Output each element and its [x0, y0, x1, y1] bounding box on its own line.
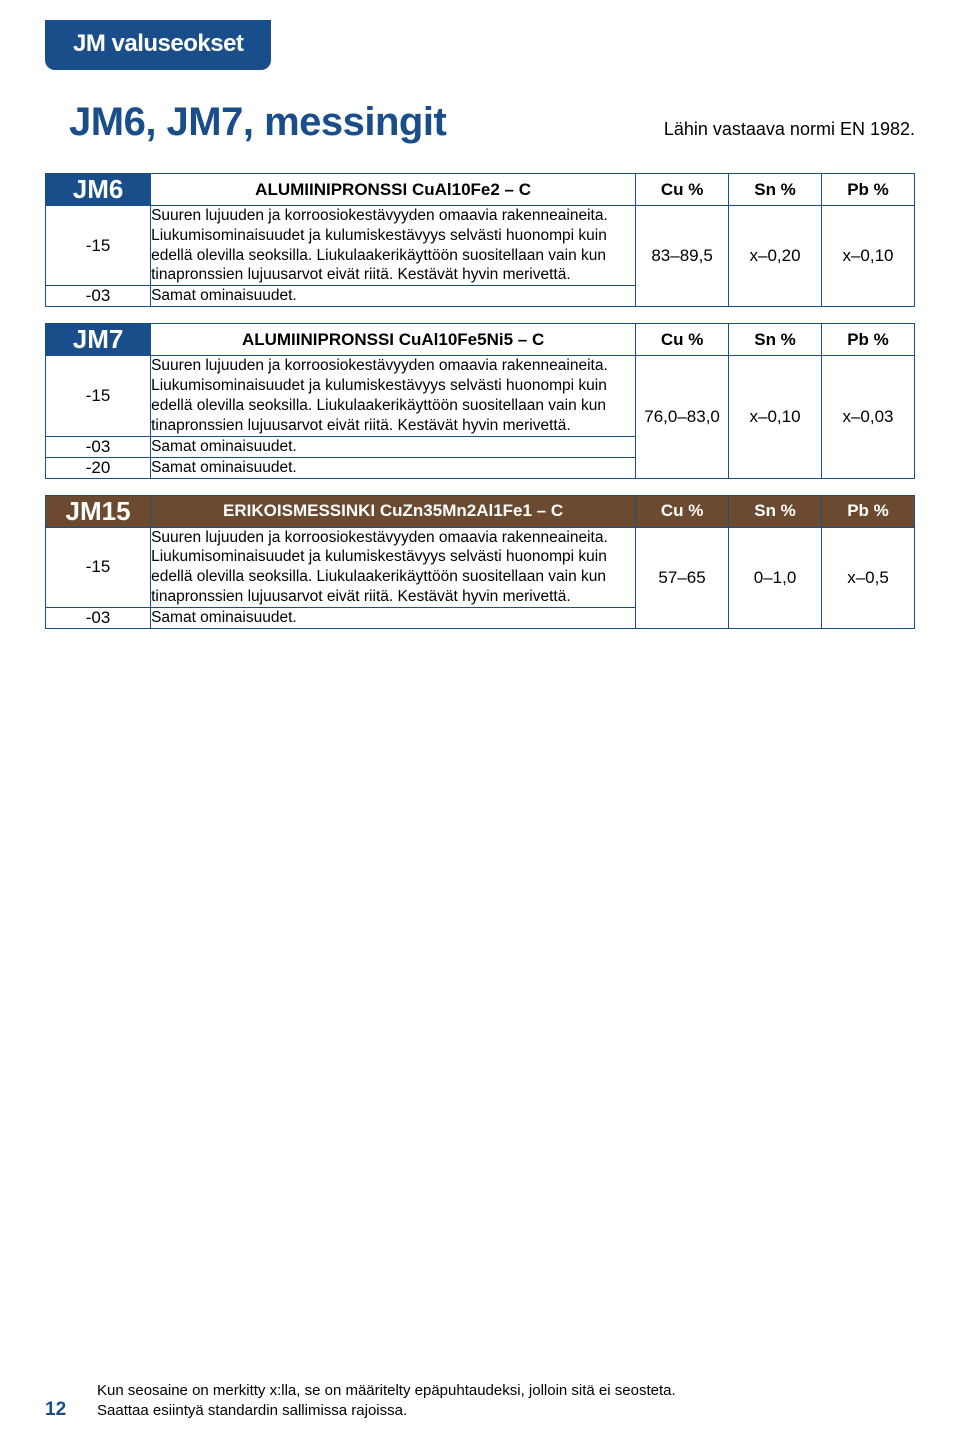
- jm7-desc-15: Suuren lujuuden ja korroosiokestävyyden …: [151, 356, 636, 436]
- jm7-sub-15: -15: [46, 356, 151, 436]
- jm15-code: JM15: [46, 495, 151, 527]
- col-cu: Cu %: [636, 174, 729, 206]
- jm7-sn: x–0,10: [729, 356, 822, 478]
- jm7-pb: x–0,03: [822, 356, 915, 478]
- jm15-table: JM15 ERIKOISMESSINKI CuZn35Mn2Al1Fe1 – C…: [45, 495, 915, 629]
- jm15-sn: 0–1,0: [729, 527, 822, 628]
- page-number: 12: [45, 1399, 66, 1421]
- col-pb: Pb %: [822, 495, 915, 527]
- col-sn: Sn %: [729, 495, 822, 527]
- jm7-code: JM7: [46, 324, 151, 356]
- jm15-pb: x–0,5: [822, 527, 915, 628]
- footnote-2: Saattaa esiintyä standardin sallimissa r…: [97, 1401, 676, 1421]
- jm15-desc-03: Samat ominaisuudet.: [151, 607, 636, 628]
- jm7-sub-20: -20: [46, 457, 151, 478]
- jm15-name: ERIKOISMESSINKI CuZn35Mn2Al1Fe1 – C: [151, 495, 636, 527]
- col-cu: Cu %: [636, 495, 729, 527]
- jm15-desc-15: Suuren lujuuden ja korroosiokestävyyden …: [151, 527, 636, 607]
- jm6-name: ALUMIINIPRONSSI CuAl10Fe2 – C: [151, 174, 636, 206]
- page-title: JM6, JM7, messingit: [69, 100, 446, 145]
- jm15-sub-15: -15: [46, 527, 151, 607]
- jm6-pb: x–0,10: [822, 206, 915, 307]
- jm15-sub-03: -03: [46, 607, 151, 628]
- jm7-sub-03: -03: [46, 436, 151, 457]
- jm15-cu: 57–65: [636, 527, 729, 628]
- jm6-desc-03: Samat ominaisuudet.: [151, 286, 636, 307]
- footnote-1: Kun seosaine on merkitty x:lla, se on mä…: [97, 1381, 676, 1401]
- jm6-table: JM6 ALUMIINIPRONSSI CuAl10Fe2 – C Cu % S…: [45, 173, 915, 307]
- col-sn: Sn %: [729, 324, 822, 356]
- jm6-sub-15: -15: [46, 206, 151, 286]
- col-sn: Sn %: [729, 174, 822, 206]
- norm-reference: Lähin vastaava normi EN 1982.: [664, 119, 915, 140]
- col-pb: Pb %: [822, 174, 915, 206]
- jm6-desc-15: Suuren lujuuden ja korroosiokestävyyden …: [151, 206, 636, 286]
- jm6-sub-03: -03: [46, 286, 151, 307]
- col-cu: Cu %: [636, 324, 729, 356]
- jm6-code: JM6: [46, 174, 151, 206]
- jm6-cu: 83–89,5: [636, 206, 729, 307]
- section-tab: JM valuseokset: [45, 20, 271, 70]
- jm6-sn: x–0,20: [729, 206, 822, 307]
- jm7-desc-20: Samat ominaisuudet.: [151, 457, 636, 478]
- jm7-desc-03: Samat ominaisuudet.: [151, 436, 636, 457]
- footnotes: Kun seosaine on merkitty x:lla, se on mä…: [97, 1381, 676, 1422]
- col-pb: Pb %: [822, 324, 915, 356]
- jm7-table: JM7 ALUMIINIPRONSSI CuAl10Fe5Ni5 – C Cu …: [45, 323, 915, 478]
- jm7-cu: 76,0–83,0: [636, 356, 729, 478]
- jm7-name: ALUMIINIPRONSSI CuAl10Fe5Ni5 – C: [151, 324, 636, 356]
